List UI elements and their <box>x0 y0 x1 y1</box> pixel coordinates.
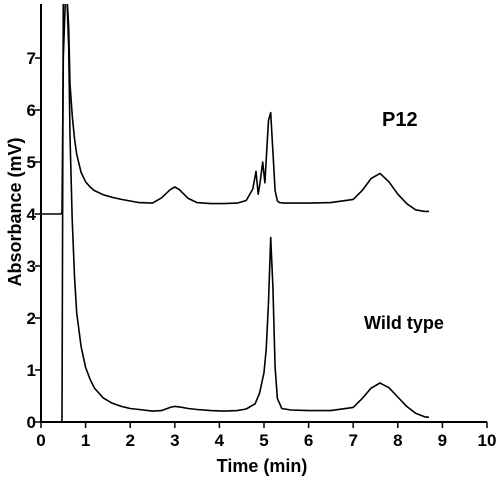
x-tick-label-0: 0 <box>36 431 45 450</box>
x-tick-label-10: 10 <box>478 431 497 450</box>
y-tick-label-2: 2 <box>27 309 36 328</box>
y-tick-label-7: 7 <box>27 49 36 68</box>
y-tick-label-4: 4 <box>27 205 37 224</box>
y-tick-label-5: 5 <box>27 153 36 172</box>
annotations: P12 Wild type <box>364 109 444 333</box>
x-tick-label-5: 5 <box>259 431 268 450</box>
x-tick-label-9: 9 <box>438 431 447 450</box>
series-line-p12 <box>41 4 429 215</box>
y-tick-label-0: 0 <box>27 413 36 432</box>
axes <box>40 4 487 423</box>
x-tick-label-1: 1 <box>81 431 90 450</box>
y-tick-label-6: 6 <box>27 101 36 120</box>
y-tick-label-1: 1 <box>27 361 36 380</box>
annotation-wild-type: Wild type <box>364 313 444 333</box>
x-tick-label-2: 2 <box>125 431 134 450</box>
series-line-wild-type <box>41 4 430 423</box>
x-axis-title: Time (min) <box>217 456 308 476</box>
x-tick-label-7: 7 <box>348 431 357 450</box>
x-tick-label-4: 4 <box>215 431 225 450</box>
x-tick-label-8: 8 <box>393 431 402 450</box>
x-tick-label-3: 3 <box>170 431 179 450</box>
annotation-p12: P12 <box>382 109 418 131</box>
y-axis-title: Absorbance (mV) <box>5 137 25 286</box>
y-tick-label-3: 3 <box>27 257 36 276</box>
x-tick-label-6: 6 <box>304 431 313 450</box>
